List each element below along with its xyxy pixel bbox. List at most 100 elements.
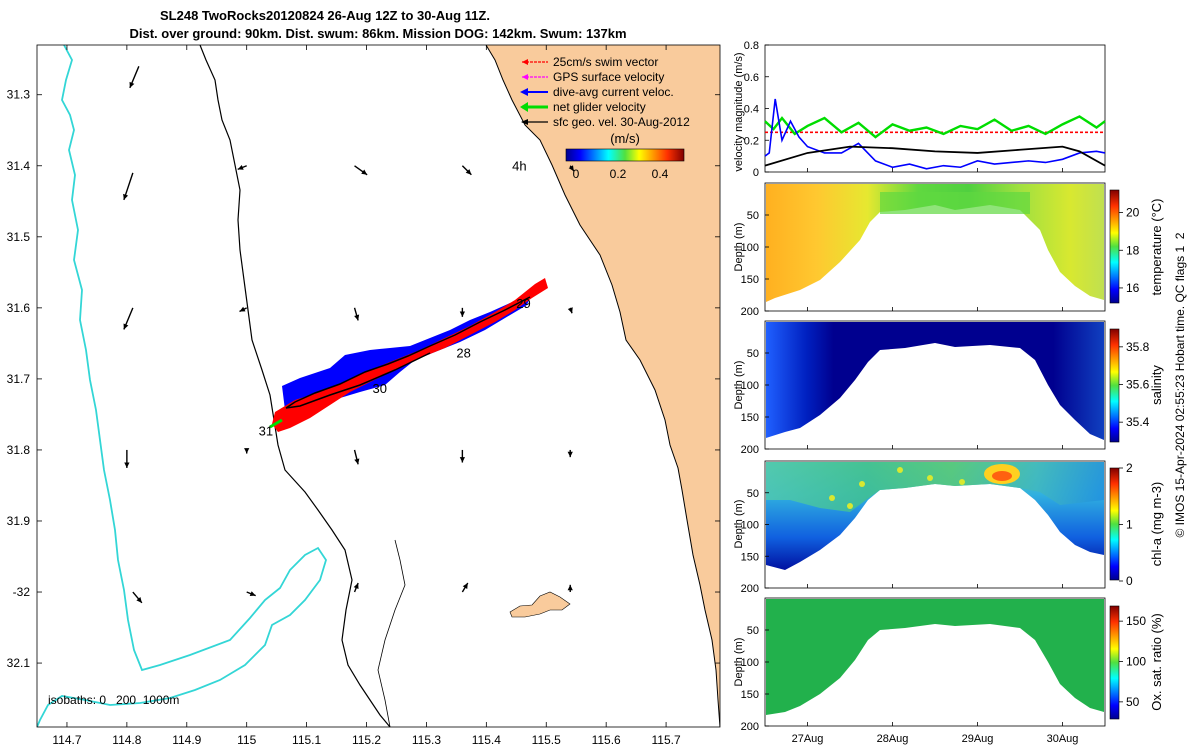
legend-net: net glider velocity (553, 100, 646, 114)
map-ytick-label: 31.7 (7, 372, 31, 386)
map-land (486, 45, 720, 727)
depth-ytick-label: 50 (747, 625, 759, 637)
map-xtick-label: 114.8 (112, 733, 141, 747)
isobaths-label: isobaths: 0 200 1000m (48, 693, 179, 707)
day-label: 29 (516, 296, 530, 311)
geo-vector-head (124, 462, 130, 468)
geo-vector-head (567, 451, 573, 458)
chl-axes: 50 100 150 200 0 1 2 (741, 461, 1133, 595)
salinity-axes: 50 100 150 200 35.4 35.6 35.8 (741, 340, 1150, 456)
salinity-ylabel: Depth (m) (733, 361, 745, 410)
map-axes: 114.7 114.8 114.9 115 115.1 115.2 115.3 115.4 11… (7, 45, 720, 747)
velocity-ytick-label: 0.8 (744, 40, 759, 52)
map-frame (36, 44, 721, 728)
geo-vector-head (465, 169, 472, 175)
title-line-2: Dist. over ground: 90km. Dist. swum: 86k… (129, 26, 626, 41)
chl-clabel: chl-a (mg m-3) (1149, 482, 1164, 567)
map-xtick-label: 115.4 (472, 733, 501, 747)
map-ytick-label: 31.5 (7, 230, 31, 244)
geo-vector-head (249, 591, 256, 597)
side-note: © IMOS 15-Apr-2024 02:55:23 Hobart time.… (1173, 232, 1187, 537)
geo-vector-head (239, 306, 246, 312)
map-xtick-label: 114.9 (172, 733, 201, 747)
oxygen-ylabel: Depth (m) (733, 638, 745, 687)
velocity-axes: 0 0.2 0.4 0.6 0.8 (744, 40, 769, 179)
temperature-ylabel: Depth (m) (733, 223, 745, 272)
colorbar-tick-label: 35.4 (1126, 415, 1150, 429)
map-ytick-label: 32.1 (7, 656, 31, 670)
temperature-clabel: temperature (°C) (1149, 199, 1164, 296)
colorbar-title: (m/s) (610, 131, 640, 146)
temperature-axes: 50 100 150 200 16 18 20 (741, 206, 1140, 318)
velocity-panel: 0 0.2 0.4 0.6 0.8 velocity magnitude (m/s) (733, 40, 1106, 179)
day-label: 28 (456, 346, 470, 361)
chl-colorbar (1109, 467, 1120, 581)
day-label: 31 (259, 424, 273, 439)
depth-ytick-label: 100 (741, 380, 759, 392)
colorbar-tick-label: 35.8 (1126, 340, 1150, 354)
geo-vector-head (459, 457, 465, 463)
isobath-200m (199, 45, 391, 727)
geo-vector-head (462, 583, 468, 589)
map-xtick-label: 114.7 (52, 733, 81, 747)
colorbar-tick-label: 150 (1126, 614, 1146, 628)
colorbar-tick-2: 0.4 (652, 167, 669, 181)
day-label: 30 (373, 381, 387, 396)
map-xtick-label: 115.7 (652, 733, 681, 747)
map-xtick-label: 115.1 (292, 733, 321, 747)
depth-ytick-label: 50 (747, 210, 759, 222)
geo-vector-head (123, 323, 129, 330)
depth-ytick-label: 100 (741, 242, 759, 254)
depth-ytick-label: 150 (741, 274, 759, 286)
geo-vectors (123, 66, 575, 604)
oxygen-axes: 50 100 150 200 50 100 150 (741, 614, 1147, 733)
chl-panel: 50 100 150 200 0 1 2 Depth (m) chl-a (mg m-3) (733, 460, 1164, 595)
salinity-clabel: salinity (1149, 365, 1164, 405)
map-ytick-label: 31.3 (7, 88, 31, 102)
colorbar-tick-label: 1 (1126, 518, 1133, 532)
depth-ytick-label: 200 (741, 583, 759, 595)
geo-vector-head (136, 596, 142, 603)
depth-ytick-label: 150 (741, 412, 759, 424)
date-tick-label: 28Aug (877, 733, 909, 745)
depth-ytick-label: 100 (741, 520, 759, 532)
geo-vector-head (459, 311, 465, 317)
salinity-panel: 50 100 150 200 35.4 35.6 35.8 Depth (m) salini… (733, 320, 1164, 456)
velocity-series-current (764, 98, 1106, 170)
colorbar-tick-label: 100 (1126, 655, 1146, 669)
map-panel: 114.7 114.8 114.9 115 115.1 115.2 115.3 115.4 11… (7, 44, 721, 747)
depth-ytick-label: 200 (741, 444, 759, 456)
oxygen-colorbar (1109, 605, 1120, 720)
geo-vector-head (361, 169, 368, 175)
colorbar-tick-label: 20 (1126, 206, 1140, 220)
geo-vector-head (354, 314, 360, 321)
date-tick-label: 30Aug (1047, 733, 1079, 745)
velocity-series (764, 98, 1106, 170)
velocity-series-net-glider (764, 115, 1106, 139)
map-xtick-label: 115.6 (592, 733, 621, 747)
velocity-ytick-label: 0.4 (744, 104, 759, 116)
velocity-ytick-label: 0.2 (744, 135, 759, 147)
chl-ylabel: Depth (m) (733, 500, 745, 549)
depth-ytick-label: 150 (741, 689, 759, 701)
depth-ytick-label: 50 (747, 488, 759, 500)
temperature-panel: 50 100 150 200 16 18 20 Depth (m) temperature … (733, 182, 1164, 318)
date-axis: 27Aug 28Aug 29Aug 30Aug (792, 168, 1079, 745)
date-tick-label: 29Aug (962, 733, 994, 745)
map-ytick-label: 31.4 (7, 159, 31, 173)
depth-ytick-label: 200 (741, 721, 759, 733)
legend-geo: sfc geo. vel. 30-Aug-2012 (553, 115, 690, 129)
colorbar-tick-label: 35.6 (1126, 378, 1150, 392)
map-ytick-label: 31.8 (7, 443, 31, 457)
depth-ytick-label: 100 (741, 657, 759, 669)
track-line (285, 296, 531, 409)
map-colorbar (565, 148, 685, 162)
colorbar-tick-0: 0 (573, 167, 580, 181)
depth-ytick-label: 150 (741, 551, 759, 563)
map-xtick-label: 115 (237, 733, 256, 747)
colorbar-tick-label: 50 (1126, 695, 1140, 709)
map-xtick-label: 115.2 (352, 733, 381, 747)
temperature-shelf-warm (880, 192, 1030, 214)
colorbar-tick-label: 0 (1126, 574, 1133, 588)
